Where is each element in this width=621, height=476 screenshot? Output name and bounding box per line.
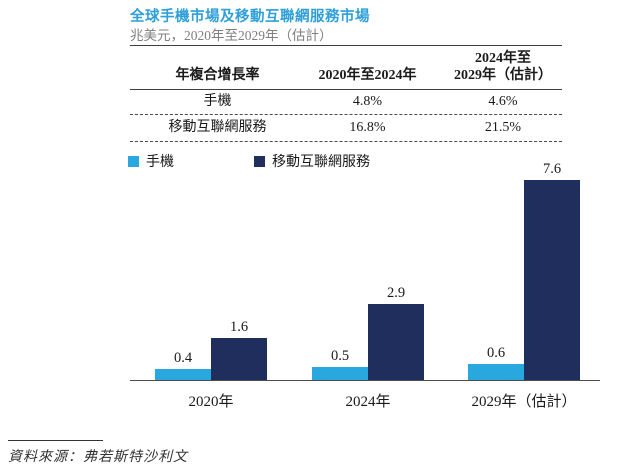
x-axis-label-2029: 2029年（估計） bbox=[471, 394, 577, 410]
bar-mobile-internet-2024: 2.9 bbox=[368, 286, 424, 380]
x-axis-label-2024: 2024年 bbox=[345, 394, 391, 410]
source-note: 資料來源：弗若斯特沙利文 bbox=[8, 450, 188, 465]
bar-value-label: 1.6 bbox=[229, 319, 249, 335]
bar-fill bbox=[312, 367, 368, 380]
bar-mobile-internet-2020: 1.6 bbox=[211, 320, 267, 380]
table-row-phone: 手機 4.8% 4.6% bbox=[130, 90, 562, 115]
bar-fill bbox=[368, 304, 424, 380]
table-header-row: 年複合增長率 2020年至2024年 2024年至 2029年（估計） bbox=[130, 46, 562, 90]
bar-value-label: 0.4 bbox=[173, 350, 193, 366]
x-axis-label-2020: 2020年 bbox=[188, 394, 234, 410]
bar-fill bbox=[211, 338, 267, 380]
bar-group-2024: 0.5 2.9 2024年 bbox=[312, 286, 424, 410]
col-header-2024-2029: 2024年至 2029年（估計） bbox=[430, 50, 562, 84]
bar-group-2029: 0.6 7.6 2029年（估計） bbox=[468, 162, 580, 410]
bar-fill bbox=[524, 180, 580, 380]
col-header-2024-2029-line1: 2024年至 bbox=[475, 51, 531, 66]
bar-value-label: 0.6 bbox=[486, 345, 506, 361]
bar-group-2020: 0.4 1.6 2020年 bbox=[155, 320, 267, 410]
col-header-2024-2029-line2: 2029年（估計） bbox=[454, 68, 552, 83]
row-label-mobile-internet: 移動互聯網服務 bbox=[168, 120, 267, 135]
legend-label-mobile-internet: 移動互聯網服務 bbox=[272, 155, 370, 170]
bar-fill bbox=[155, 369, 211, 380]
phone-cagr-2020-2024: 4.8% bbox=[352, 94, 383, 109]
cagr-table: 年複合增長率 2020年至2024年 2024年至 2029年（估計） 手機 4… bbox=[130, 45, 562, 142]
phone-swatch-icon bbox=[128, 155, 139, 167]
bar-phone-2020: 0.4 bbox=[155, 351, 211, 380]
internet-cagr-2024-2029: 21.5% bbox=[484, 120, 522, 135]
bar-phone-2024: 0.5 bbox=[312, 349, 368, 380]
bar-mobile-internet-2029: 7.6 bbox=[524, 162, 580, 380]
footnote-divider bbox=[8, 440, 103, 441]
bar-value-label: 0.5 bbox=[330, 348, 350, 364]
legend-label-phone: 手機 bbox=[146, 155, 174, 170]
row-label-phone: 手機 bbox=[203, 94, 232, 109]
chart-subtitle: 兆美元，2020年至2029年（估計） bbox=[130, 28, 333, 43]
chart-legend: 手機 移動互聯網服務 bbox=[128, 151, 370, 171]
bar-chart: 0.4 1.6 2020年 0.5 2.9 2024年 0.6 bbox=[130, 155, 600, 410]
bar-fill bbox=[468, 364, 524, 380]
col-header-cagr: 年複合增長率 bbox=[175, 68, 260, 83]
bar-phone-2029: 0.6 bbox=[468, 346, 524, 380]
bar-value-label: 7.6 bbox=[542, 161, 562, 177]
internet-cagr-2020-2024: 16.8% bbox=[349, 120, 386, 135]
bar-value-label: 2.9 bbox=[386, 285, 406, 301]
table-row-mobile-internet: 移動互聯網服務 16.8% 21.5% bbox=[130, 115, 562, 142]
phone-cagr-2024-2029: 4.6% bbox=[488, 94, 518, 109]
chart-title: 全球手機市場及移動互聯網服務市場 bbox=[130, 9, 370, 25]
col-header-2020-2024: 2020年至2024年 bbox=[318, 68, 417, 83]
mobile-internet-swatch-icon bbox=[254, 155, 265, 167]
legend-item-phone: 手機 bbox=[128, 151, 174, 171]
legend-item-mobile-internet: 移動互聯網服務 bbox=[254, 151, 370, 171]
